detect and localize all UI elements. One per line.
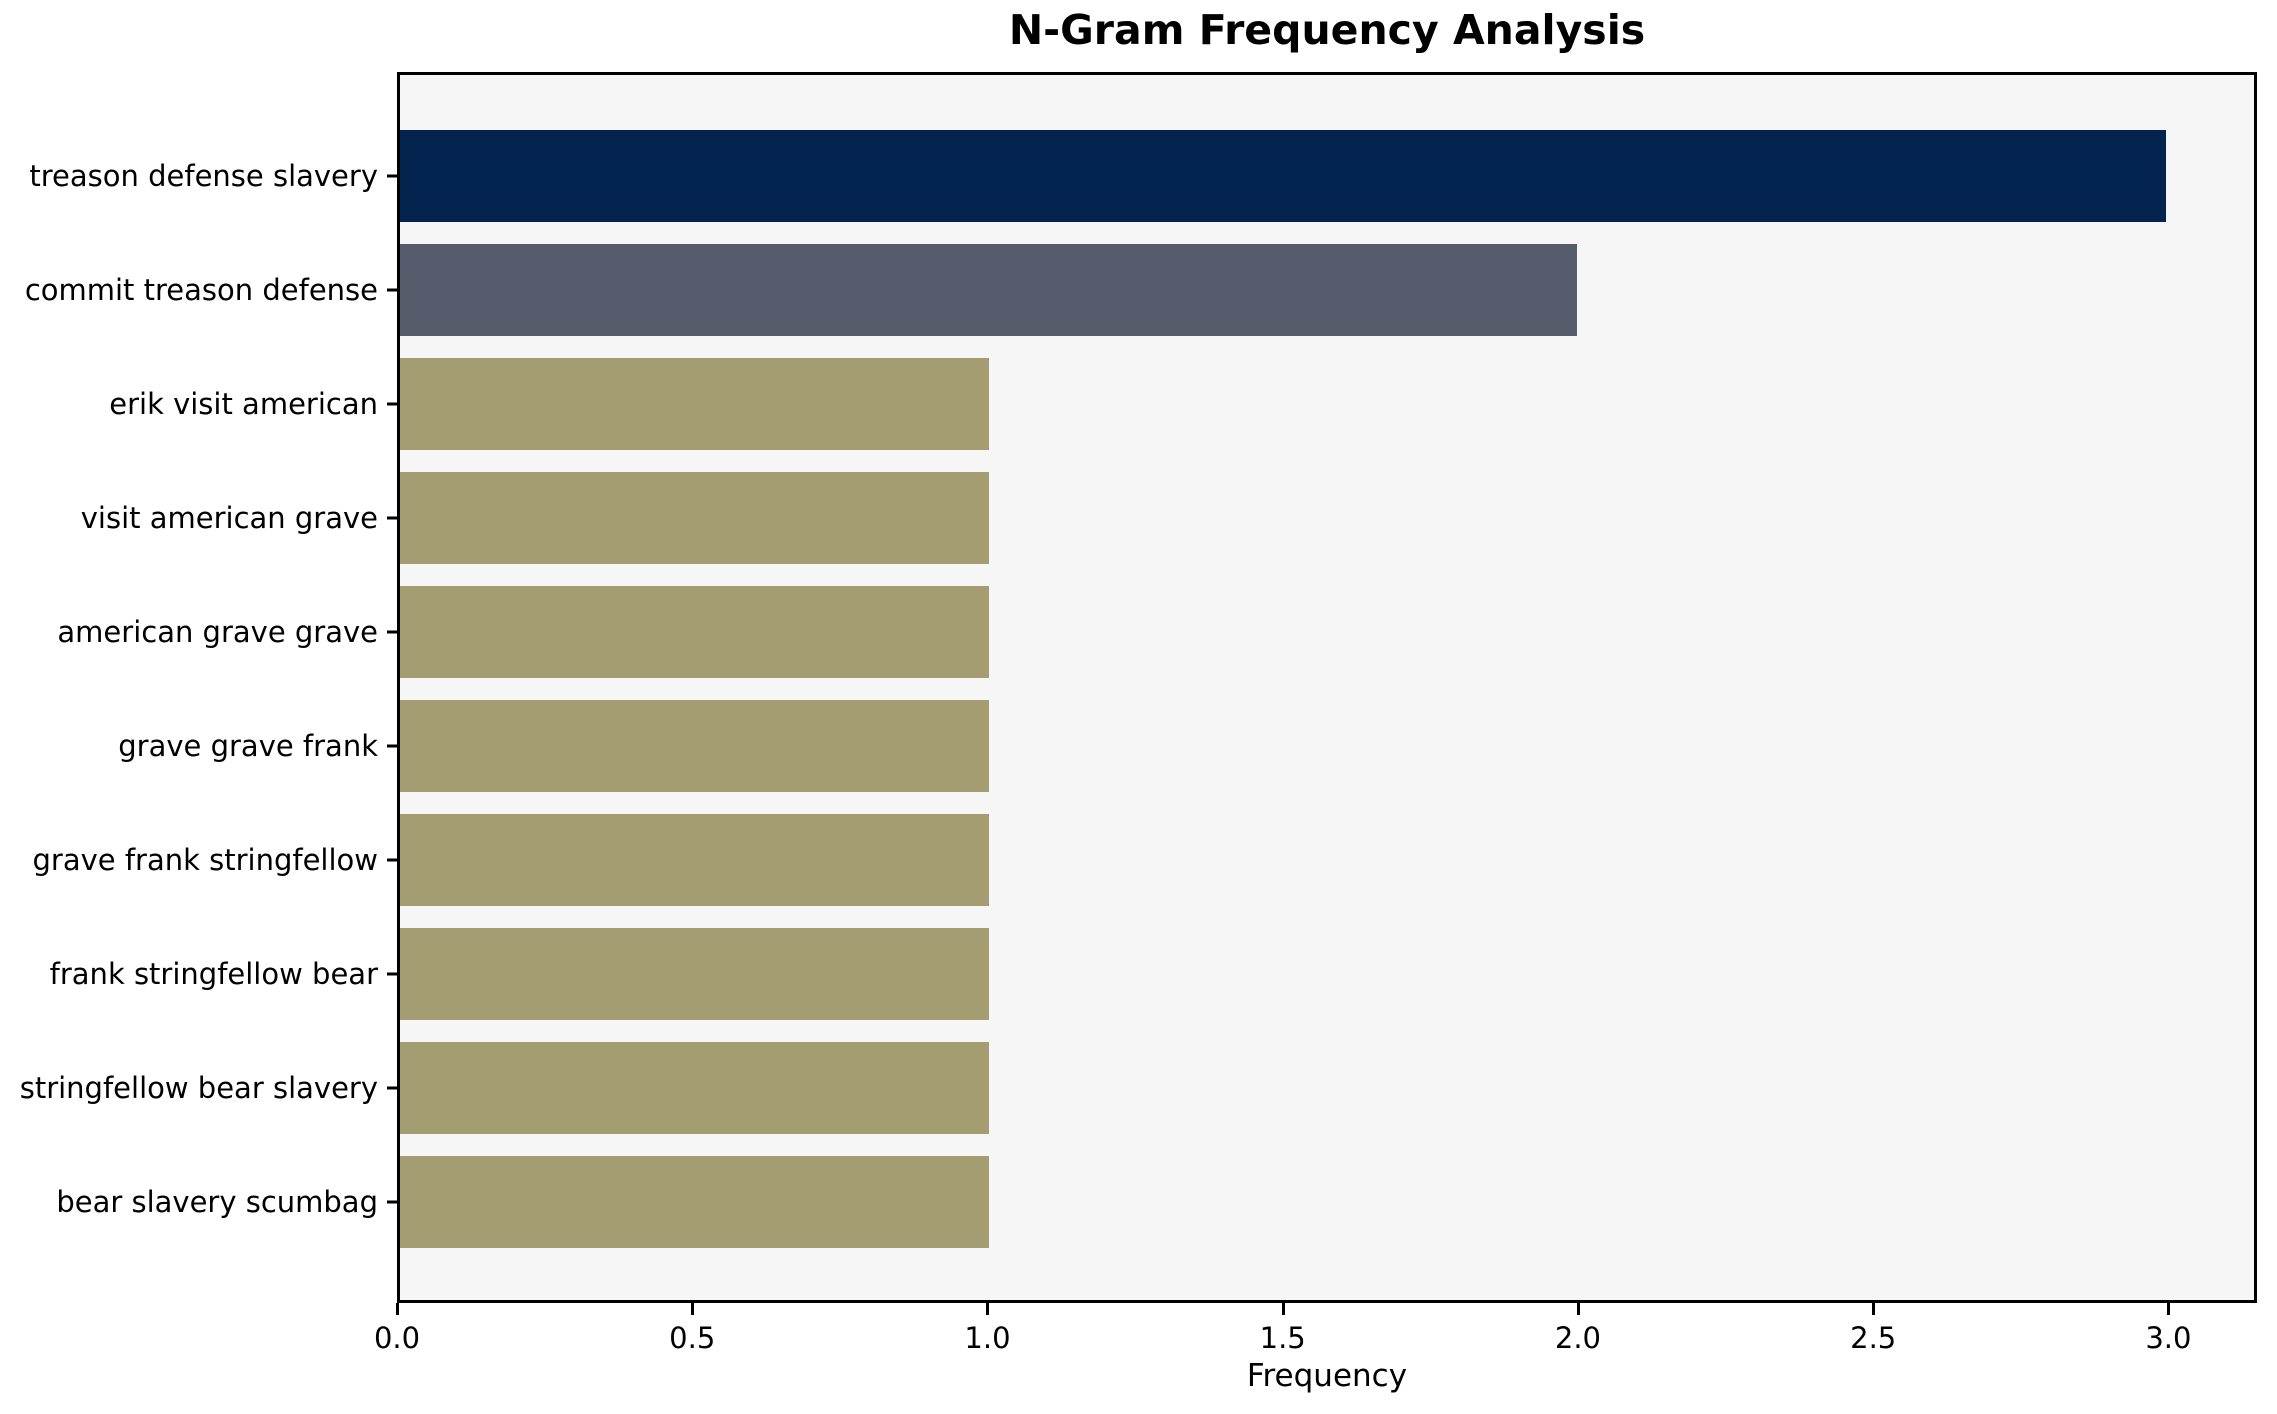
x-tick-mark [1576, 1303, 1580, 1315]
x-tick-label: 1.0 [964, 1321, 1011, 1355]
y-tick-mark [387, 858, 397, 862]
frequency-bar [400, 1041, 989, 1135]
bar-row: stringfellow bear slavery [20, 1031, 2254, 1145]
y-tick-mark [387, 630, 397, 634]
chart-title: N-Gram Frequency Analysis [1008, 6, 1646, 54]
y-axis-category-label: american grave grave [57, 615, 378, 649]
y-axis-category-label: commit treason defense [24, 273, 378, 307]
x-tick-mark [1872, 1303, 1876, 1315]
bar-row: treason defense slavery [29, 119, 2254, 233]
y-axis-category-label: erik visit american [109, 387, 378, 421]
bar-row: american grave grave [57, 575, 2254, 689]
y-axis-category-label: grave frank stringfellow [32, 843, 379, 877]
frequency-bar [400, 813, 989, 907]
y-tick-mark [387, 1086, 397, 1090]
bar-row: erik visit american [109, 347, 2254, 461]
y-axis-category-label: frank stringfellow bear [49, 957, 378, 991]
bar-row: grave frank stringfellow [33, 803, 2254, 917]
x-tick-mark [691, 1303, 695, 1315]
y-axis-category-label: visit american grave [80, 501, 378, 535]
y-axis-category-label: stringfellow bear slavery [19, 1071, 378, 1105]
y-tick-mark [387, 174, 397, 178]
bars-container: treason defense slavery commit treason de… [20, 75, 2254, 1300]
frequency-bar [400, 471, 989, 565]
bar-row: bear slavery scumbag [56, 1145, 2254, 1259]
frequency-bar [400, 129, 2166, 223]
y-tick-mark [387, 288, 397, 292]
frequency-bar [400, 1155, 989, 1249]
x-tick-label: 0.0 [373, 1321, 421, 1355]
x-tick-label: 3.0 [2145, 1321, 2192, 1355]
frequency-bar [400, 357, 989, 451]
y-tick-mark [387, 1200, 397, 1204]
x-tick-mark [396, 1303, 399, 1315]
bar-row: visit american grave [81, 461, 2254, 575]
frequency-bar [400, 585, 989, 679]
bar-row: grave grave frank [118, 689, 2254, 803]
plot-area: treason defense slavery commit treason de… [20, 72, 2257, 1303]
frequency-bar [400, 243, 1578, 337]
y-tick-mark [387, 744, 397, 748]
x-tick-label: 2.0 [1554, 1321, 1601, 1355]
y-tick-mark [387, 972, 397, 976]
x-tick-label: 0.5 [669, 1321, 716, 1355]
bar-row: frank stringfellow bear [50, 917, 2254, 1031]
bar-row: commit treason defense [25, 233, 2254, 347]
x-tick-label: 2.5 [1850, 1321, 1897, 1355]
y-tick-mark [387, 402, 397, 406]
x-tick-mark [986, 1303, 990, 1315]
x-tick-mark [2167, 1303, 2171, 1315]
y-tick-mark [387, 516, 397, 520]
x-axis-title: Frequency [1246, 1358, 1408, 1394]
y-axis-category-label: grave grave frank [118, 729, 378, 763]
y-axis-category-label: bear slavery scumbag [56, 1185, 378, 1219]
x-tick-label: 1.5 [1259, 1321, 1306, 1355]
frequency-bar [400, 699, 989, 793]
x-axis: 0.0 0.5 1.0 1.5 2.0 2.5 3.0 [374, 1303, 2257, 1373]
frequency-bar [400, 927, 989, 1021]
x-tick-mark [1281, 1303, 1285, 1315]
y-axis-category-label: treason defense slavery [29, 159, 378, 193]
